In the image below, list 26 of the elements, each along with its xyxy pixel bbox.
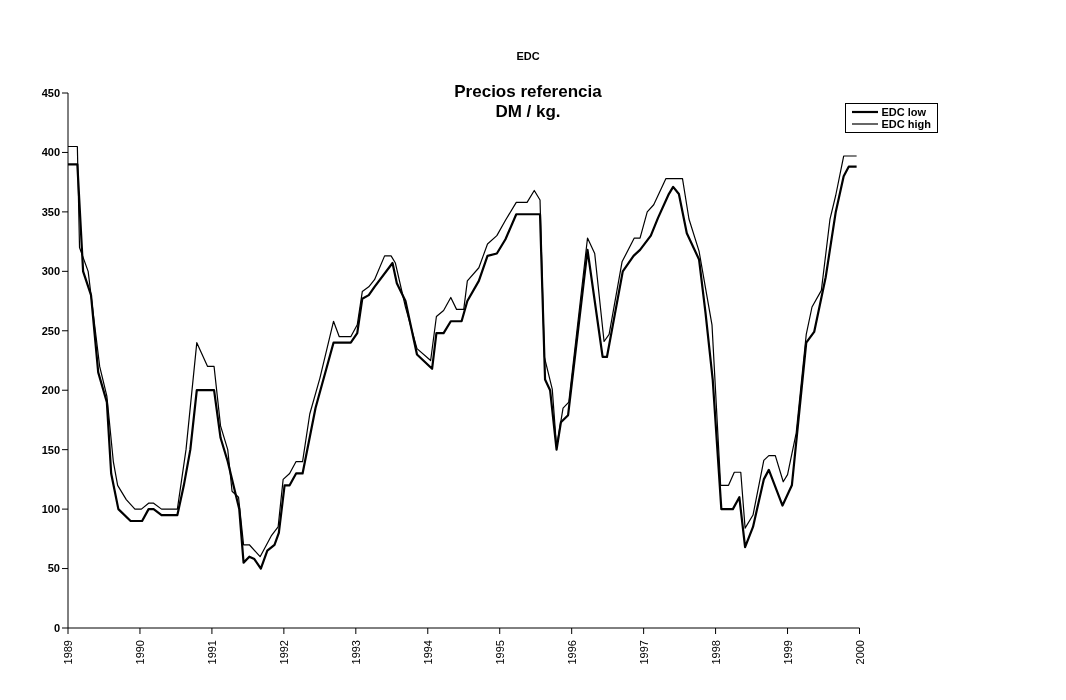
y-tick-label: 100 — [41, 503, 60, 516]
legend-label: EDC high — [881, 118, 931, 130]
y-tick-label: 250 — [41, 324, 60, 337]
y-tick-label: 50 — [47, 562, 60, 575]
legend-label: EDC low — [881, 106, 927, 118]
y-tick-label: 150 — [41, 443, 60, 456]
y-tick-label: 450 — [41, 86, 60, 99]
x-tick-label: 1994 — [421, 640, 434, 665]
chart-title: EDC — [515, 50, 541, 62]
x-tick-label: 1995 — [493, 640, 506, 665]
x-tick-label: 1993 — [349, 640, 362, 665]
y-tick-label: 200 — [41, 384, 60, 397]
y-tick-label: 350 — [41, 205, 60, 218]
x-tick-label: 1997 — [637, 640, 650, 665]
y-tick-label: 300 — [41, 265, 60, 278]
x-tick-label: 1992 — [277, 640, 290, 665]
chart-subtitle: Precios referencia DM / kg. — [454, 82, 602, 121]
x-tick-label: 1998 — [709, 640, 722, 665]
x-tick-label: 1989 — [62, 640, 74, 665]
x-tick-label: 1990 — [133, 640, 146, 665]
x-tick-label: 2000 — [853, 640, 866, 665]
x-tick-label: 1991 — [205, 640, 218, 665]
y-tick-label: 400 — [41, 146, 60, 159]
x-tick-label: 1996 — [565, 640, 578, 665]
x-tick-label: 1999 — [781, 640, 794, 665]
y-tick-label: 0 — [53, 621, 60, 634]
